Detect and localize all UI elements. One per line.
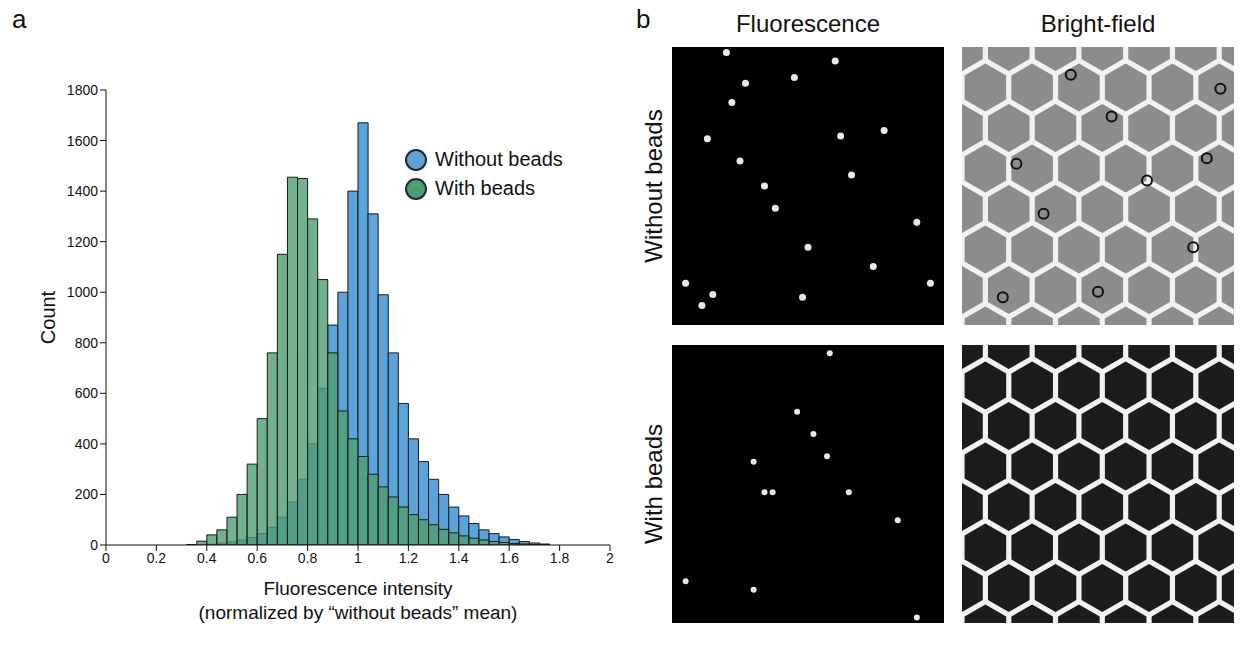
svg-text:Without beads: Without beads <box>640 109 667 262</box>
svg-text:1200: 1200 <box>67 234 98 250</box>
svg-text:1800: 1800 <box>67 82 98 98</box>
svg-text:1.8: 1.8 <box>550 550 570 566</box>
svg-text:b: b <box>636 4 650 34</box>
svg-text:Fluorescence: Fluorescence <box>736 10 880 37</box>
svg-text:0: 0 <box>90 537 98 553</box>
svg-text:0.4: 0.4 <box>197 550 217 566</box>
svg-text:1400: 1400 <box>67 183 98 199</box>
svg-text:1.2: 1.2 <box>399 550 419 566</box>
html-text:a: a <box>12 4 27 34</box>
svg-text:400: 400 <box>75 436 99 452</box>
svg-text:0.2: 0.2 <box>147 550 167 566</box>
svg-text:Bright-field: Bright-field <box>1041 10 1156 37</box>
svg-text:Fluorescence intensity(normali: Fluorescence intensity(normalized by “wi… <box>199 578 518 623</box>
svg-text:0: 0 <box>102 550 110 566</box>
svg-text:With beads: With beads <box>640 424 667 544</box>
svg-text:1.6: 1.6 <box>499 550 519 566</box>
svg-text:Count: Count <box>37 290 59 344</box>
svg-text:1: 1 <box>354 550 362 566</box>
svg-text:0.8: 0.8 <box>298 550 318 566</box>
svg-text:200: 200 <box>75 486 99 502</box>
svg-text:600: 600 <box>75 385 99 401</box>
svg-text:0.6: 0.6 <box>247 550 267 566</box>
svg-text:1000: 1000 <box>67 284 98 300</box>
svg-text:800: 800 <box>75 335 99 351</box>
html-text:With beads: With beads <box>435 177 536 199</box>
svg-text:1600: 1600 <box>67 133 98 149</box>
svg-text:2: 2 <box>606 550 614 566</box>
html-text:Without beads: Without beads <box>435 148 563 170</box>
svg-text:1.4: 1.4 <box>449 550 469 566</box>
